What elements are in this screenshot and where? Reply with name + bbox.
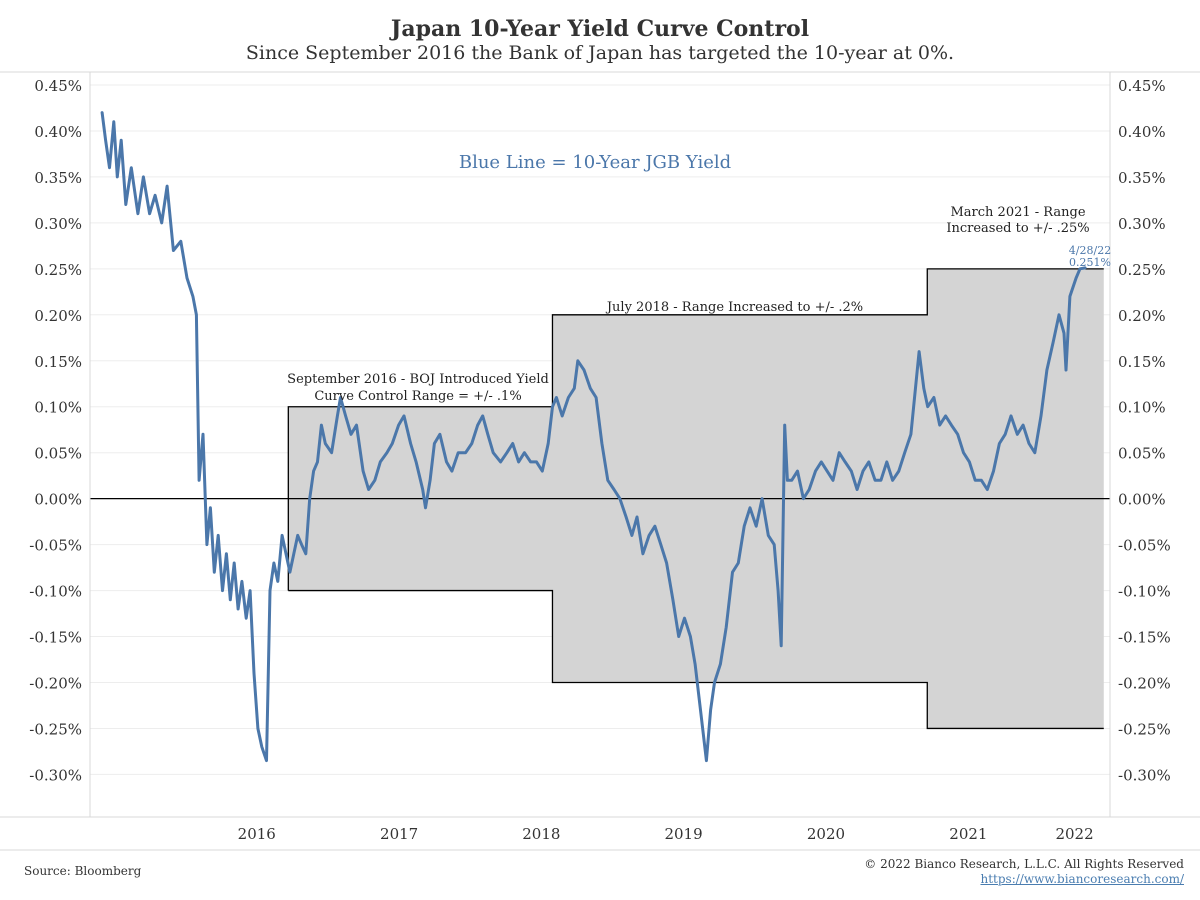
chart-title: Japan 10-Year Yield Curve Control bbox=[390, 16, 810, 42]
x-tick-label: 2019 bbox=[664, 825, 702, 843]
last-value-date: 4/28/22 bbox=[1069, 244, 1111, 257]
y-tick-label-right: 0.15% bbox=[1118, 353, 1166, 371]
y-tick-label-right: -0.15% bbox=[1118, 629, 1171, 647]
y-tick-label-right: 0.30% bbox=[1118, 215, 1166, 233]
y-tick-label-left: -0.10% bbox=[29, 583, 82, 601]
axes bbox=[0, 71, 1200, 851]
annotation-mar-2021: March 2021 - Range bbox=[950, 205, 1085, 220]
website-link[interactable]: https://www.biancoresearch.com/ bbox=[980, 872, 1184, 886]
y-tick-label-right: 0.00% bbox=[1118, 491, 1166, 509]
y-tick-label-right: -0.30% bbox=[1118, 766, 1171, 784]
y-tick-label-left: 0.35% bbox=[34, 169, 82, 187]
y-tick-label-left: -0.25% bbox=[29, 720, 82, 738]
y-tick-label-left: 0.15% bbox=[34, 353, 82, 371]
tick-labels: 0.45% 0.45% 0.40% 0.40% 0.35% 0.35% 0.30% 0.30%… bbox=[29, 77, 1170, 843]
source-note: Source: Bloomberg bbox=[24, 864, 142, 878]
annotation-sep-2016: September 2016 - BOJ Introduced Yield bbox=[287, 372, 549, 387]
annotation-jul-2018: July 2018 - Range Increased to +/- .2% bbox=[605, 300, 863, 315]
y-tick-label-left: 0.30% bbox=[34, 215, 82, 233]
y-tick-label-right: 0.20% bbox=[1118, 307, 1166, 325]
y-tick-label-left: 0.10% bbox=[34, 399, 82, 417]
y-tick-label-left: 0.40% bbox=[34, 123, 82, 141]
last-value-label: 0.251% bbox=[1069, 256, 1111, 269]
series-line-jgb-10y bbox=[100, 111, 1087, 763]
y-tick-label-left: 0.25% bbox=[34, 261, 82, 279]
legend-note: Blue Line = 10-Year JGB Yield bbox=[459, 152, 731, 173]
y-tick-label-left: -0.20% bbox=[29, 675, 82, 693]
y-tick-label-left: 0.20% bbox=[34, 307, 82, 325]
y-tick-label-right: 0.40% bbox=[1118, 123, 1166, 141]
y-tick-label-right: -0.20% bbox=[1118, 675, 1171, 693]
y-tick-label-right: 0.25% bbox=[1118, 261, 1166, 279]
annotation-mar-2021: Increased to +/- .25% bbox=[946, 221, 1089, 236]
x-tick-label: 2021 bbox=[949, 825, 987, 843]
y-tick-label-left: -0.15% bbox=[29, 629, 82, 647]
y-tick-label-right: 0.05% bbox=[1118, 445, 1166, 463]
y-tick-label-left: -0.05% bbox=[29, 537, 82, 555]
y-tick-label-right: -0.05% bbox=[1118, 537, 1171, 555]
y-tick-label-right: -0.10% bbox=[1118, 583, 1171, 601]
band-upper-edge bbox=[287, 268, 1104, 591]
y-tick-label-right: 0.10% bbox=[1118, 399, 1166, 417]
band-lower-edge bbox=[288, 589, 1104, 730]
x-tick-label: 2016 bbox=[238, 825, 276, 843]
y-tick-label-left: 0.00% bbox=[34, 491, 82, 509]
y-tick-label-left: -0.30% bbox=[29, 766, 82, 784]
footer-credits: © 2022 Bianco Research, L.L.C. All Right… bbox=[864, 857, 1184, 887]
series-jgb-yield bbox=[100, 111, 1087, 763]
x-tick-label: 2020 bbox=[807, 825, 845, 843]
x-tick-label: 2018 bbox=[522, 825, 560, 843]
copyright-text: © 2022 Bianco Research, L.L.C. All Right… bbox=[864, 857, 1184, 871]
y-tick-label-right: 0.45% bbox=[1118, 77, 1166, 95]
x-tick-label: 2017 bbox=[380, 825, 418, 843]
y-tick-label-left: 0.05% bbox=[34, 445, 82, 463]
annotations: Blue Line = 10-Year JGB Yield September 2… bbox=[287, 152, 1111, 404]
chart-subtitle: Since September 2016 the Bank of Japan h… bbox=[245, 42, 955, 64]
y-tick-label-right: -0.25% bbox=[1118, 720, 1171, 738]
annotation-sep-2016: Curve Control Range = +/- .1% bbox=[314, 389, 521, 404]
y-tick-label-left: 0.45% bbox=[34, 77, 82, 95]
x-tick-label: 2022 bbox=[1055, 825, 1093, 843]
y-tick-label-right: 0.35% bbox=[1118, 169, 1166, 187]
